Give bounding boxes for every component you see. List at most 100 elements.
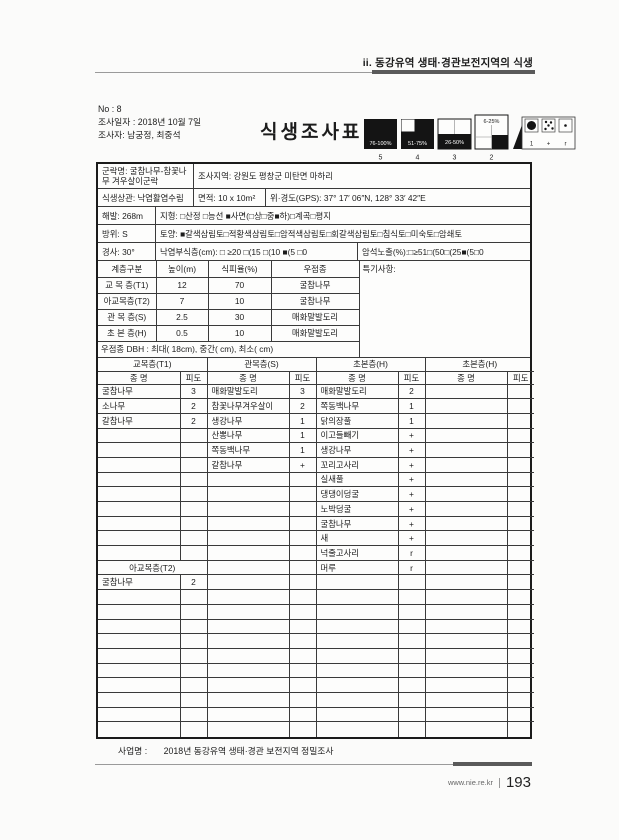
coverage-square-5-icon: 76-100% 5 — [364, 119, 397, 161]
species-name-cell — [315, 721, 399, 737]
area-cell: 면적: 10 x 10m² — [194, 189, 266, 206]
species-name-cell: 이고들빼기 — [315, 427, 399, 444]
species-name-cell — [97, 442, 181, 458]
species-cover-cell — [397, 589, 426, 605]
species-cover-cell — [506, 691, 535, 708]
species-name-cell — [424, 442, 508, 458]
species-name-cell — [206, 691, 290, 708]
species-cover-cell — [506, 383, 535, 400]
species-name-cell — [315, 706, 399, 723]
website-url: www.nie.re.kr — [447, 778, 493, 787]
survey-surveyors: 조사자: 남궁정, 최중석 — [98, 130, 181, 140]
project-label: 사업명 : — [118, 746, 148, 756]
species-cover-cell — [288, 574, 317, 591]
cover-col-header: 피도 — [397, 370, 426, 385]
group-header-s: 관목층(S) — [206, 357, 317, 372]
species-name-cell — [424, 721, 508, 737]
group-header-t1: 교목층(T1) — [97, 357, 208, 372]
layer-dominant-cell: 굴참나무 — [270, 276, 360, 294]
species-cover-cell — [288, 706, 317, 723]
species-name-cell — [206, 574, 290, 591]
gps-cell: 위·경도(GPS): 37° 17′ 06″N, 128° 33′ 42″E — [270, 192, 426, 203]
species-name-cell — [424, 501, 508, 517]
species-name-cell — [315, 574, 399, 591]
layer-row-t2: 아교목층(T2) 7 10 굴참나무 — [97, 292, 530, 310]
species-cover-cell — [397, 574, 426, 591]
species-cover-cell — [506, 486, 535, 502]
species-cover-cell: 1 — [397, 398, 426, 414]
species-name-cell — [424, 647, 508, 664]
layer-dominant-cell: 굴참나무 — [270, 292, 360, 310]
species-row — [97, 589, 535, 605]
species-cover-cell — [506, 647, 535, 664]
species-name-cell — [424, 412, 508, 429]
species-cover-cell — [506, 501, 535, 517]
species-cover-cell — [397, 633, 426, 649]
species-cover-cell — [179, 721, 208, 737]
layer-summary-section: 계층구분 높이(m) 식피율(%) 우점종 특기사항: 교 목 층(T1) 12… — [97, 260, 531, 358]
species-cover-cell — [179, 633, 208, 649]
region-cell: 조사지역: 강원도 평창군 미탄면 마하리 — [198, 171, 333, 181]
species-cover-cell — [179, 691, 208, 708]
species-cover-cell — [288, 721, 317, 737]
coverage-square-3-icon: 26-50% 3 — [437, 118, 472, 161]
species-cover-cell: 1 — [288, 412, 317, 429]
species-name-cell — [97, 545, 181, 561]
species-row — [97, 721, 535, 737]
svg-text:4: 4 — [416, 155, 420, 162]
species-name-cell — [315, 603, 399, 620]
species-name-cell — [315, 618, 399, 635]
species-name-cell — [97, 427, 181, 444]
header-rule — [95, 72, 535, 73]
species-cover-cell — [288, 618, 317, 635]
layer-row-s: 관 목 층(S) 2.5 30 매화말발도리 — [97, 308, 530, 326]
species-name-cell: 굴참나무 — [97, 574, 181, 591]
species-name-cell — [97, 721, 181, 737]
species-name-cell — [424, 706, 508, 723]
species-cover-cell — [288, 515, 317, 532]
species-cover-cell — [506, 633, 535, 649]
species-row: 산뽕나무 1 이고들빼기 + — [97, 427, 535, 444]
species-name-cell — [97, 662, 181, 679]
species-row: 굴참나무 + — [97, 515, 535, 532]
species-cover-cell — [179, 530, 208, 547]
soil-cell: 토양: ■갈색삼림토□적황색삼림토□암적색삼림토□회갈색삼림토□침식토□미숙토□… — [160, 228, 463, 239]
species-row: 넉줄고사리 r — [97, 545, 535, 561]
layer-height-cell: 7 — [155, 292, 209, 310]
species-cover-cell — [506, 398, 535, 414]
species-cover-cell: + — [288, 456, 317, 473]
species-cover-cell — [397, 691, 426, 708]
height-col-header: 높이(m) — [155, 260, 209, 278]
species-name-cell — [315, 647, 399, 664]
species-name-cell: 닭의장풀 — [315, 412, 399, 429]
species-cover-cell: 2 — [179, 574, 208, 591]
species-cover-cell: + — [397, 515, 426, 532]
species-cover-cell — [179, 618, 208, 635]
svg-text:5: 5 — [379, 155, 383, 162]
species-name-cell — [206, 589, 290, 605]
species-name-cell — [424, 677, 508, 693]
species-cover-cell — [288, 471, 317, 488]
species-name-cell: 댕댕이덩굴 — [315, 486, 399, 502]
species-name-cell: 굴참나무 — [315, 515, 399, 532]
species-name-cell — [424, 618, 508, 635]
species-cover-cell — [506, 412, 535, 429]
layer-name-cell: 교 목 층(T1) — [97, 276, 157, 294]
species-cover-cell: 1 — [397, 412, 426, 429]
species-cover-cell — [397, 603, 426, 620]
species-name-cell — [424, 545, 508, 561]
species-name-cell: 넉줄고사리 — [315, 545, 399, 561]
page-number: 193 — [505, 774, 531, 791]
species-cover-cell: r — [397, 545, 426, 561]
species-cover-cell — [506, 662, 535, 679]
species-cover-cell — [506, 442, 535, 458]
species-row: 새 + — [97, 530, 535, 547]
species-name-cell: 쪽동백나무 — [206, 442, 290, 458]
species-name-cell — [206, 530, 290, 547]
species-cover-cell — [179, 442, 208, 458]
species-name-cell — [424, 530, 508, 547]
elevation-cell: 해발: 268m — [98, 207, 156, 224]
svg-text:51-75%: 51-75% — [408, 141, 427, 147]
cover-col-header: 피도 — [506, 370, 535, 385]
species-row: 굴참나무 3 매화말발도리 3 매화말발도리 2 — [97, 383, 535, 400]
